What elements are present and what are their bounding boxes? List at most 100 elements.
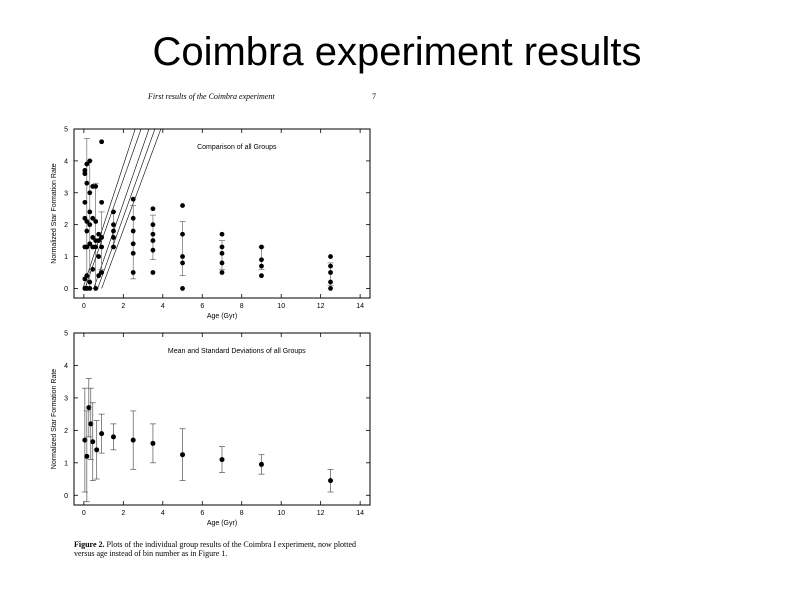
x-tick-label: 12 [317, 303, 325, 310]
data-point [84, 161, 90, 167]
data-point [93, 219, 99, 224]
x-tick-label: 2 [121, 303, 125, 310]
mean-point [82, 437, 88, 443]
data-point [99, 199, 105, 205]
trend-line [93, 129, 150, 289]
slide-title: Coimbra experiment results [152, 30, 642, 74]
data-point [87, 209, 93, 215]
mean-point [94, 447, 100, 453]
y-axis-label: Normalized Star Formation Rate [51, 163, 58, 263]
x-tick-label: 8 [240, 510, 244, 517]
mean-point [328, 478, 334, 484]
data-point [328, 270, 333, 275]
plot-frame [73, 332, 371, 506]
data-point [130, 250, 136, 256]
data-point [96, 238, 102, 244]
data-point [82, 168, 88, 173]
data-point [96, 273, 102, 279]
y-tick-label: 2 [64, 428, 68, 435]
trend-line [82, 129, 136, 289]
y-tick-label: 5 [64, 127, 68, 134]
data-point [259, 263, 264, 269]
y-tick-label: 1 [64, 254, 68, 261]
trend-line [101, 129, 162, 289]
data-point [219, 270, 225, 275]
plot-frame [73, 128, 371, 299]
data-point [87, 286, 93, 291]
y-tick-label: 3 [64, 395, 68, 402]
mean-point [99, 431, 105, 437]
data-point [328, 279, 333, 285]
y-tick-label: 0 [64, 493, 68, 500]
y-tick-label: 4 [64, 158, 68, 165]
data-point [219, 231, 225, 237]
mean-point [258, 461, 264, 467]
x-tick-label: 8 [240, 303, 244, 310]
caption-label: Figure 2. [74, 540, 105, 549]
data-point [111, 209, 116, 215]
x-tick-label: 2 [121, 510, 125, 517]
mean-point [219, 457, 225, 463]
data-point [96, 254, 102, 259]
data-point [219, 250, 225, 256]
data-point [87, 158, 93, 164]
trend-line [84, 129, 142, 289]
data-point [90, 235, 96, 240]
data-point [130, 215, 136, 221]
data-point [84, 180, 90, 186]
data-point [180, 286, 185, 291]
data-point [90, 215, 96, 221]
data-point [87, 241, 93, 247]
data-point [111, 228, 116, 234]
data-point [96, 231, 102, 237]
x-tick-label: 14 [356, 303, 364, 310]
mean-point [180, 452, 186, 458]
data-point [259, 273, 264, 279]
data-point [259, 244, 264, 250]
mean-point [150, 440, 156, 446]
data-point [328, 286, 333, 291]
data-point [93, 244, 99, 250]
data-point [130, 196, 136, 202]
x-tick-label: 10 [277, 303, 285, 310]
mean-point [86, 405, 92, 411]
data-point [219, 260, 225, 266]
x-axis-label: Age (Gyr) [207, 313, 237, 320]
y-tick-label: 1 [64, 460, 68, 467]
data-point [93, 183, 99, 189]
x-tick-label: 4 [161, 510, 165, 517]
chart-title: Mean and Standard Deviations of all Grou… [168, 348, 306, 355]
x-tick-label: 4 [161, 303, 165, 310]
x-tick-label: 10 [277, 510, 285, 517]
data-point [111, 222, 116, 228]
data-point [180, 260, 185, 266]
mean-point [110, 434, 116, 440]
data-point [130, 270, 136, 275]
data-point [150, 206, 156, 212]
y-tick-label: 2 [64, 222, 68, 229]
data-point [150, 247, 156, 253]
data-point [84, 244, 90, 250]
y-tick-label: 5 [64, 331, 68, 338]
x-tick-label: 6 [200, 510, 204, 517]
y-axis-label: Normalized Star Formation Rate [51, 369, 58, 469]
data-point [99, 244, 105, 250]
data-point [87, 279, 93, 285]
data-point [87, 190, 93, 196]
page-number: 7 [372, 92, 376, 101]
x-axis-label: Age (Gyr) [207, 520, 237, 527]
data-point [150, 231, 156, 237]
y-tick-label: 0 [64, 286, 68, 293]
mean-point [84, 453, 90, 459]
data-point [180, 231, 185, 237]
data-point [99, 235, 105, 240]
data-point [150, 270, 156, 275]
x-tick-label: 0 [82, 303, 86, 310]
data-point [99, 270, 105, 275]
data-point [328, 263, 333, 269]
data-point [259, 257, 264, 263]
document-header-title: First results of the Coimbra experiment [148, 92, 275, 101]
